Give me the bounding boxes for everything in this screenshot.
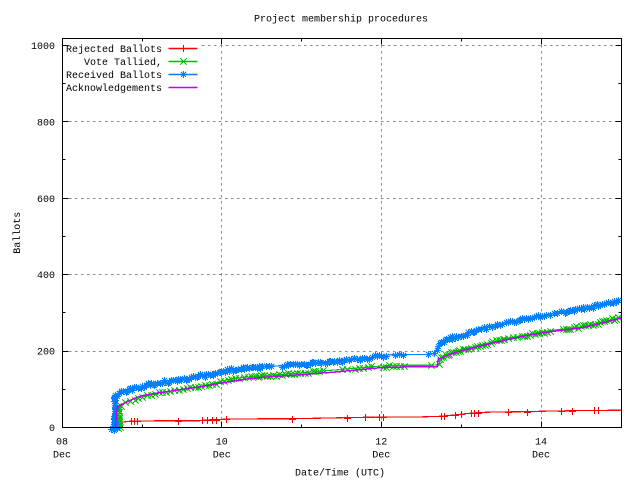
svg-text:Dec: Dec xyxy=(53,451,71,462)
svg-text:Project membership procedures: Project membership procedures xyxy=(254,14,428,26)
svg-text:800: 800 xyxy=(37,118,55,129)
svg-text:Dec: Dec xyxy=(372,451,390,462)
svg-text:10: 10 xyxy=(216,438,228,449)
svg-text:1000: 1000 xyxy=(31,42,55,53)
svg-text:Dec: Dec xyxy=(213,451,231,462)
svg-text:14: 14 xyxy=(535,438,547,449)
svg-text:08: 08 xyxy=(56,438,68,449)
svg-text:12: 12 xyxy=(375,438,387,449)
svg-text:Rejected Ballots: Rejected Ballots xyxy=(66,44,162,56)
svg-text:Date/Time (UTC): Date/Time (UTC) xyxy=(295,468,385,480)
svg-text:Ballots: Ballots xyxy=(12,212,24,254)
svg-text:400: 400 xyxy=(37,271,55,282)
svg-text:Received Ballots: Received Ballots xyxy=(66,70,162,82)
svg-text:Vote Tallied,: Vote Tallied, xyxy=(84,57,162,69)
svg-text:200: 200 xyxy=(37,348,55,359)
svg-text:Dec: Dec xyxy=(532,451,550,462)
svg-text:0: 0 xyxy=(49,424,55,435)
svg-text:Acknowledgements: Acknowledgements xyxy=(66,83,162,95)
svg-text:600: 600 xyxy=(37,195,55,206)
